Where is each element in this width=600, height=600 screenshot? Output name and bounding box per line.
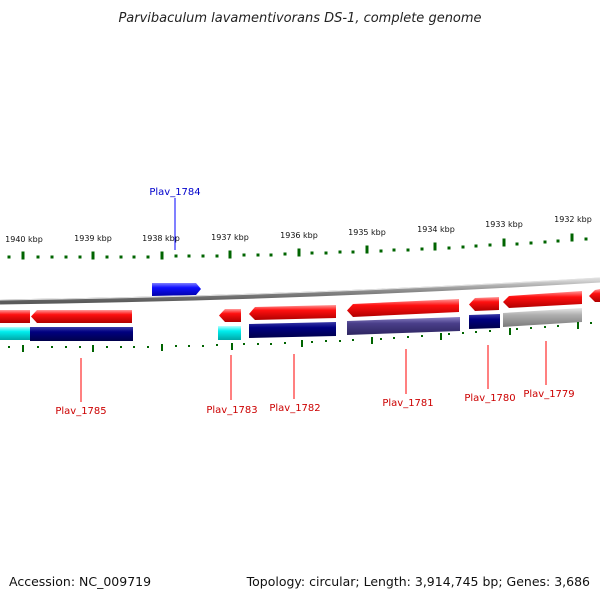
cog-bar-plav-1780[interactable] xyxy=(469,314,500,329)
kbp-label: 1935 kbp xyxy=(348,228,386,237)
kbp-label: 1940 kbp xyxy=(5,235,43,244)
kbp-label: 1933 kbp xyxy=(485,220,523,229)
gene-label-plav-1784[interactable]: Plav_1784 xyxy=(149,187,200,198)
gene-labels: Plav_1785 Plav_1783 Plav_1782 Plav_1781 … xyxy=(55,389,574,417)
gene-label-plav-1785[interactable]: Plav_1785 xyxy=(55,406,106,417)
gene-partial-right[interactable] xyxy=(589,289,600,302)
gene-plav-1780[interactable] xyxy=(469,297,499,311)
genome-title: Parvibaculum lavamentivorans DS-1, compl… xyxy=(118,11,481,26)
kbp-label: 1939 kbp xyxy=(74,234,112,243)
cog-track xyxy=(0,308,582,341)
gene-plav-1785-left-partial[interactable] xyxy=(0,310,30,323)
kbp-labels: 1940 kbp 1939 kbp 1938 kbp 1937 kbp 1936… xyxy=(5,215,592,244)
gene-label-plav-1783[interactable]: Plav_1783 xyxy=(206,405,257,416)
kbp-label: 1932 kbp xyxy=(554,215,592,224)
gene-plav-1781[interactable] xyxy=(347,299,459,317)
accession-text: Accession: NC_009719 xyxy=(9,574,152,589)
gene-plav-1784-forward[interactable] xyxy=(152,283,201,296)
gene-plav-1779[interactable] xyxy=(503,291,582,308)
gene-label-plav-1779[interactable]: Plav_1779 xyxy=(523,389,574,400)
cog-bar-plav-1783[interactable] xyxy=(218,326,241,340)
cog-bar-plav-1785[interactable] xyxy=(30,327,133,341)
genome-backbone xyxy=(0,277,600,305)
gene-plav-1782[interactable] xyxy=(249,305,336,320)
upper-scale-ticks xyxy=(7,233,588,260)
kbp-label: 1936 kbp xyxy=(280,231,318,240)
kbp-label: 1937 kbp xyxy=(211,233,249,242)
reverse-strand-genes xyxy=(0,289,600,323)
gene-label-plav-1780[interactable]: Plav_1780 xyxy=(464,393,515,404)
genome-summary-text: Topology: circular; Length: 3,914,745 bp… xyxy=(246,574,590,589)
kbp-label: 1938 kbp xyxy=(142,234,180,243)
cog-bar-left-cyan[interactable] xyxy=(0,327,30,340)
kbp-label: 1934 kbp xyxy=(417,225,455,234)
gene-label-plav-1781[interactable]: Plav_1781 xyxy=(382,398,433,409)
cog-bar-plav-1779[interactable] xyxy=(503,308,582,327)
cog-bar-plav-1782[interactable] xyxy=(249,322,336,338)
lower-scale-ticks xyxy=(8,322,592,352)
gene-label-lines xyxy=(80,341,547,402)
genome-backbone-highlight xyxy=(0,277,600,301)
gene-label-plav-1782[interactable]: Plav_1782 xyxy=(269,403,320,414)
gene-plav-1785[interactable] xyxy=(31,310,132,323)
cog-bar-plav-1781[interactable] xyxy=(347,317,460,335)
gene-plav-1783[interactable] xyxy=(219,309,241,322)
